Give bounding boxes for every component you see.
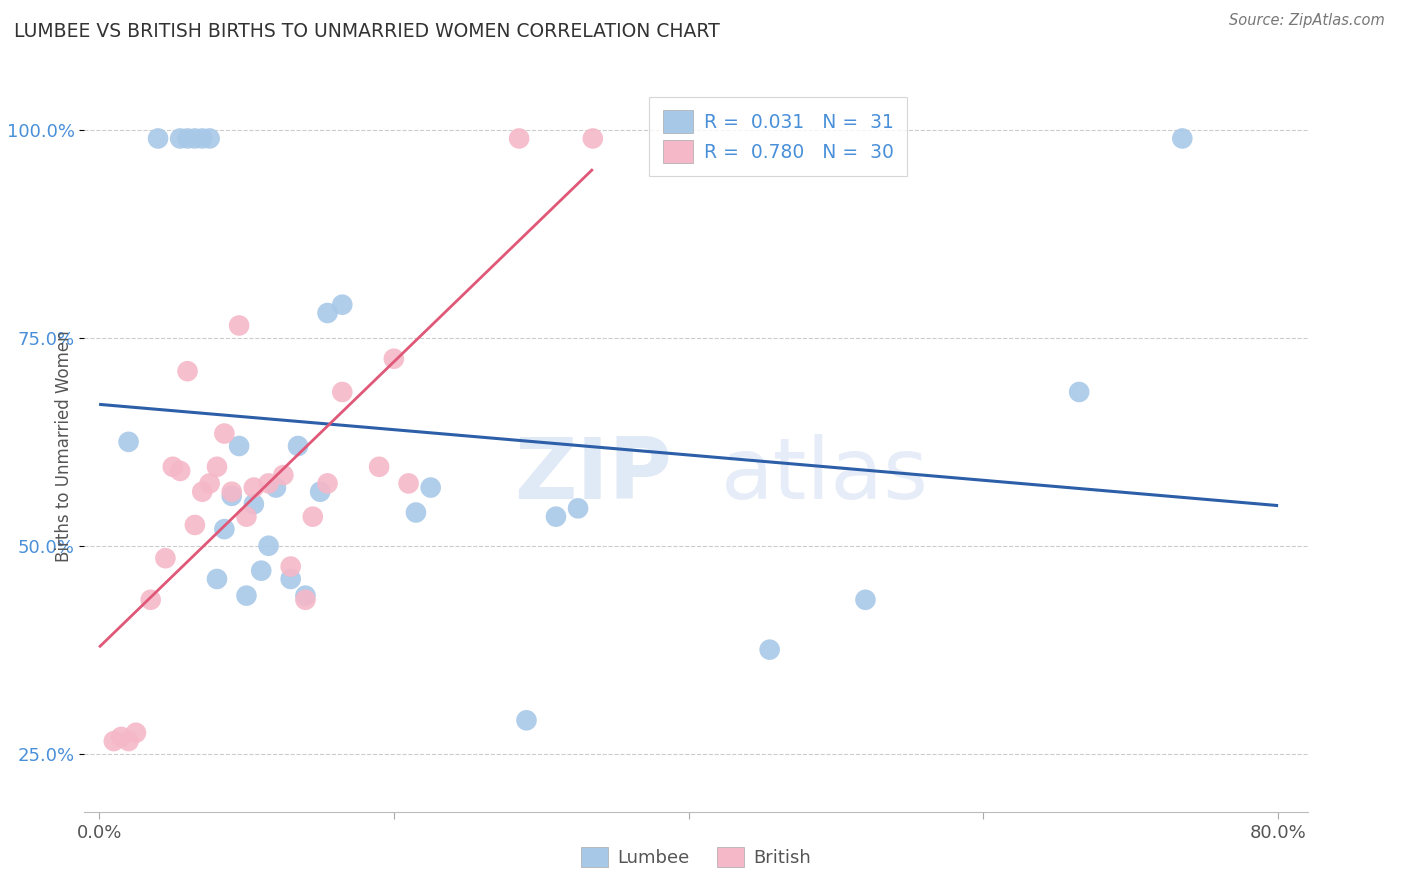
Point bbox=[198, 476, 221, 491]
Point bbox=[419, 481, 441, 495]
Point bbox=[198, 131, 221, 145]
Point bbox=[221, 484, 243, 499]
Point bbox=[169, 131, 191, 145]
Point bbox=[280, 559, 302, 574]
Point bbox=[235, 509, 257, 524]
Point bbox=[316, 306, 339, 320]
Point bbox=[758, 642, 780, 657]
Point bbox=[176, 364, 198, 378]
Point bbox=[125, 725, 148, 739]
Point bbox=[1069, 384, 1091, 399]
Point bbox=[243, 497, 266, 511]
Point bbox=[1171, 131, 1194, 145]
Point bbox=[214, 522, 236, 536]
Text: Source: ZipAtlas.com: Source: ZipAtlas.com bbox=[1229, 13, 1385, 29]
Point bbox=[316, 476, 339, 491]
Point bbox=[309, 484, 332, 499]
Point bbox=[162, 459, 184, 474]
Point bbox=[294, 589, 316, 603]
Point bbox=[382, 351, 405, 366]
Point bbox=[515, 714, 537, 728]
Point bbox=[221, 489, 243, 503]
Point bbox=[117, 434, 139, 449]
Point bbox=[155, 551, 177, 566]
Point bbox=[567, 501, 589, 516]
Point bbox=[368, 459, 391, 474]
Point bbox=[235, 589, 257, 603]
Point bbox=[139, 592, 162, 607]
Point bbox=[184, 518, 207, 533]
Legend: Lumbee, British: Lumbee, British bbox=[572, 838, 820, 876]
Point bbox=[169, 464, 191, 478]
Point bbox=[330, 298, 353, 312]
Point bbox=[146, 131, 169, 145]
Point bbox=[243, 481, 266, 495]
Point bbox=[228, 318, 250, 333]
Text: ZIP: ZIP bbox=[513, 434, 672, 516]
Point bbox=[287, 439, 309, 453]
Point bbox=[103, 734, 125, 748]
Point bbox=[280, 572, 302, 586]
Point bbox=[250, 564, 273, 578]
Point bbox=[294, 592, 316, 607]
Point bbox=[228, 439, 250, 453]
Point bbox=[176, 131, 198, 145]
Point bbox=[330, 384, 353, 399]
Point bbox=[205, 459, 228, 474]
Point bbox=[191, 131, 214, 145]
Point bbox=[110, 730, 132, 744]
Point bbox=[214, 426, 236, 441]
Point bbox=[582, 131, 605, 145]
Point bbox=[205, 572, 228, 586]
Point bbox=[184, 131, 207, 145]
Point bbox=[855, 592, 877, 607]
Point bbox=[301, 509, 323, 524]
Point bbox=[273, 468, 295, 483]
Text: atlas: atlas bbox=[720, 434, 928, 516]
Point bbox=[191, 484, 214, 499]
Point bbox=[405, 506, 427, 520]
Point bbox=[117, 734, 139, 748]
Point bbox=[257, 539, 280, 553]
Y-axis label: Births to Unmarried Women: Births to Unmarried Women bbox=[55, 330, 73, 562]
Point bbox=[544, 509, 567, 524]
Point bbox=[257, 476, 280, 491]
Point bbox=[264, 481, 287, 495]
Point bbox=[508, 131, 530, 145]
Text: LUMBEE VS BRITISH BIRTHS TO UNMARRIED WOMEN CORRELATION CHART: LUMBEE VS BRITISH BIRTHS TO UNMARRIED WO… bbox=[14, 22, 720, 41]
Point bbox=[398, 476, 420, 491]
